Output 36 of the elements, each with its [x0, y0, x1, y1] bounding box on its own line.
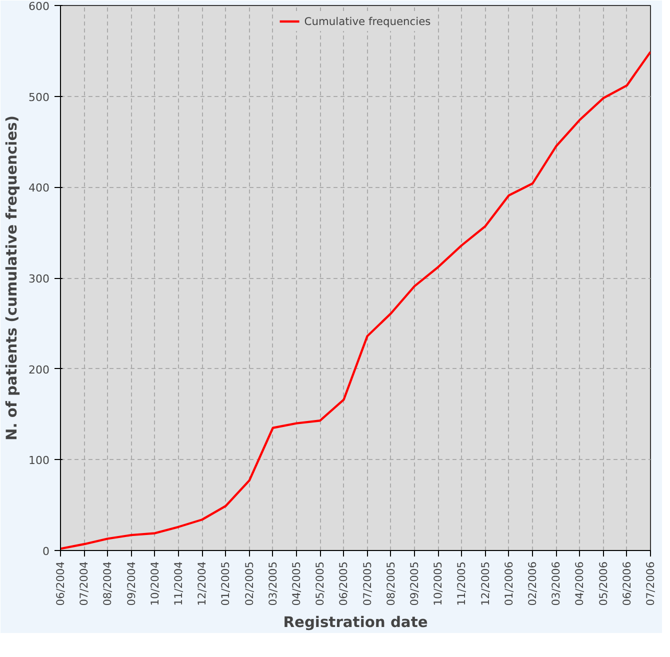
y-tick-label: 200 [28, 363, 50, 376]
x-axis-title: Registration date [283, 614, 428, 631]
x-tick-label: 08/2005 [384, 561, 398, 606]
x-tick-label: 04/2006 [573, 561, 586, 606]
x-tick-label: 10/2005 [432, 561, 445, 606]
x-tick-label: 11/2004 [172, 561, 185, 606]
x-tick-label: 10/2004 [148, 561, 162, 606]
y-tick-label: 0 [42, 545, 50, 558]
x-tick-label: 07/2006 [644, 561, 657, 606]
y-axis-title: N. of patients (cumulative frequencies) [4, 115, 21, 441]
x-tick-label: 05/2005 [314, 561, 327, 606]
x-tick-label: 08/2004 [101, 561, 114, 606]
x-tick-label: 07/2005 [360, 561, 374, 606]
x-tick-label: 09/2005 [408, 561, 421, 606]
x-tick-label: 03/2005 [266, 561, 280, 606]
legend-label: Cumulative frequencies [304, 14, 431, 28]
x-tick-label: 06/2005 [337, 561, 350, 606]
x-tick-label: 01/2005 [219, 561, 232, 606]
x-tick-label: 12/2005 [478, 561, 492, 606]
y-tick-label: 400 [28, 182, 50, 195]
x-tick-label: 06/2004 [54, 561, 67, 606]
x-tick-label: 11/2005 [455, 561, 468, 606]
x-tick-label: 05/2006 [596, 561, 610, 606]
x-tick-label: 07/2004 [78, 561, 91, 606]
x-tick-label: 06/2006 [620, 561, 634, 606]
y-tick-label: 500 [28, 90, 50, 104]
x-tick-label: 02/2006 [526, 561, 539, 606]
y-tick-label: 600 [28, 0, 50, 13]
x-tick-label: 12/2004 [196, 561, 209, 606]
x-tick-label: 04/2005 [290, 561, 303, 606]
x-tick-label: 01/2006 [502, 561, 516, 606]
x-tick-label: 02/2005 [242, 561, 256, 606]
x-tick-label: 03/2006 [550, 561, 563, 606]
y-tick-label: 300 [28, 272, 50, 286]
x-tick-label: 09/2004 [124, 561, 138, 606]
y-tick-label: 100 [28, 454, 50, 468]
